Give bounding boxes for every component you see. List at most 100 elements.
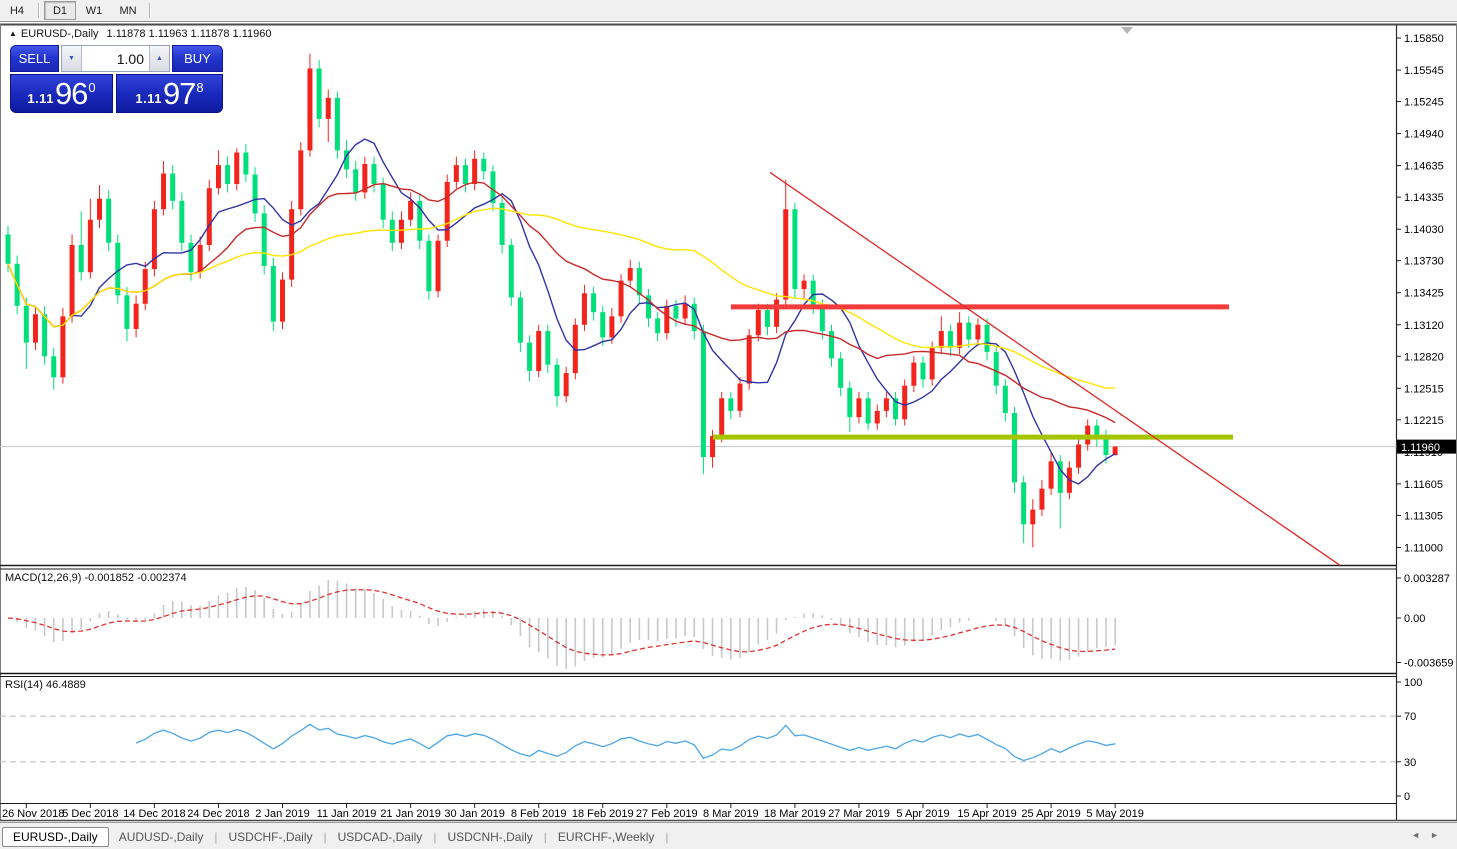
chevron-up-icon: ▲ (156, 55, 163, 62)
candles-layer (5, 53, 1118, 548)
svg-text:26 Nov 2018: 26 Nov 2018 (2, 808, 64, 820)
svg-text:21 Jan 2019: 21 Jan 2019 (380, 808, 441, 820)
svg-text:1.11000: 1.11000 (1404, 542, 1443, 554)
buy-button[interactable]: BUY (172, 45, 223, 72)
chart-tabs-bar: EURUSD-,Daily AUDUSD-,Daily | USDCHF-,Daily… (0, 822, 1457, 849)
svg-text:1.12215: 1.12215 (1404, 415, 1444, 427)
svg-text:1.11960: 1.11960 (1401, 442, 1440, 454)
tabbar-scroll-arrows: ◄► (1411, 830, 1449, 840)
ma-8-line (7, 138, 1116, 485)
trendline (769, 171, 1341, 566)
svg-text:27 Feb 2019: 27 Feb 2019 (636, 808, 698, 820)
svg-text:70: 70 (1404, 711, 1416, 723)
timeframe-button-w1[interactable]: W1 (85, 4, 103, 17)
timeframe-button-mn[interactable]: MN (119, 4, 137, 17)
buy-price-pipette: 8 (196, 80, 204, 95)
tab-separator: | (323, 829, 327, 844)
chart-title: ▲ EURUSD-,Daily 1.11878 1.11963 1.11878 1.… (9, 28, 272, 40)
sell-button[interactable]: SELL (10, 45, 59, 72)
svg-text:1.15245: 1.15245 (1404, 97, 1444, 109)
svg-text:30: 30 (1404, 757, 1416, 769)
buy-price-big-digits: 97 (162, 75, 196, 111)
chart-ohlc-values: 1.11878 1.11963 1.11878 1.11960 (106, 28, 272, 40)
ma-45-line (7, 207, 1116, 389)
svg-text:0.00: 0.00 (1404, 613, 1425, 625)
macd-pane: 0.003287 0.00 -0.003659 (7, 573, 1454, 670)
svg-text:24 Dec 2018: 24 Dec 2018 (187, 808, 249, 820)
timeframe-button-d1[interactable]: D1 (44, 1, 76, 20)
chart-tab-usdcnh[interactable]: USDCNH-,Daily (447, 829, 533, 844)
svg-text:1.14940: 1.14940 (1404, 129, 1444, 141)
svg-text:1.15545: 1.15545 (1404, 65, 1444, 77)
chart-tab-eurusd[interactable]: EURUSD-,Daily (2, 826, 109, 847)
svg-text:14 Dec 2018: 14 Dec 2018 (123, 808, 185, 820)
sell-price-big-digits: 96 (54, 75, 88, 111)
svg-text:1.15850: 1.15850 (1404, 33, 1444, 45)
buy-price-prefix: 1.11 (135, 90, 162, 106)
svg-text:0: 0 (1404, 791, 1410, 803)
svg-text:1.11305: 1.11305 (1404, 510, 1443, 522)
symbol-collapse-icon[interactable]: ▲ (9, 29, 17, 38)
chart-tab-usdcad[interactable]: USDCAD-,Daily (337, 829, 423, 844)
sell-price-pipette: 0 (88, 80, 96, 95)
rsi-line (135, 723, 1116, 762)
chevron-down-icon: ▼ (68, 55, 75, 62)
trade-panel-price-row: 1.11 96 0 1.11 97 8 (10, 74, 223, 113)
toolbar-separator (149, 3, 150, 18)
macd-signal-line (7, 589, 1116, 656)
svg-text:-0.003659: -0.003659 (1404, 658, 1454, 670)
chart-tab-eurchf[interactable]: EURCHF-,Weekly (557, 829, 655, 844)
chart-tabs: EURUSD-,Daily AUDUSD-,Daily | USDCHF-,Daily… (2, 826, 669, 847)
chart-frame (0, 22, 1457, 822)
price-axis: 1.15850 1.15545 1.15245 1.14940 1.14635 1.143… (1396, 33, 1456, 554)
timeframe-button-h4[interactable]: H4 (9, 4, 25, 17)
svg-text:5 May 2019: 5 May 2019 (1086, 808, 1143, 820)
svg-text:27 Mar 2019: 27 Mar 2019 (828, 808, 890, 820)
tab-separator: | (665, 829, 669, 844)
macd-indicator-label: MACD(12,26,9) -0.001852 -0.002374 (5, 572, 187, 584)
volume-increase-button[interactable]: ▲ (149, 46, 169, 71)
svg-text:1.14335: 1.14335 (1404, 192, 1444, 204)
rsi-pane: 100 70 30 0 (0, 677, 1422, 803)
svg-text:11 Jan 2019: 11 Jan 2019 (317, 808, 377, 820)
toolbar-separator (38, 3, 39, 18)
sell-price-prefix: 1.11 (27, 90, 54, 106)
one-click-trading-panel: SELL ▼ 1.00 ▲ BUY 1.11 96 0 1.11 97 8 (10, 45, 223, 113)
svg-text:1.11605: 1.11605 (1404, 479, 1443, 491)
chart-symbol-label: EURUSD-,Daily (20, 28, 99, 40)
svg-text:0.003287: 0.003287 (1404, 573, 1450, 585)
trade-panel-top-row: SELL ▼ 1.00 ▲ BUY (10, 45, 223, 72)
volume-decrease-button[interactable]: ▼ (62, 46, 82, 71)
svg-text:100: 100 (1404, 677, 1422, 689)
tab-separator: | (214, 829, 218, 844)
svg-text:5 Dec 2018: 5 Dec 2018 (62, 808, 118, 820)
scroll-left-arrow-icon[interactable]: ◄ (1411, 830, 1431, 840)
svg-text:8 Feb 2019: 8 Feb 2019 (511, 808, 567, 820)
svg-text:8 Mar 2019: 8 Mar 2019 (703, 808, 759, 820)
svg-text:25 Apr 2019: 25 Apr 2019 (1021, 808, 1080, 820)
svg-text:2 Jan 2019: 2 Jan 2019 (255, 808, 309, 820)
svg-text:1.13120: 1.13120 (1404, 320, 1444, 332)
svg-text:15 Apr 2019: 15 Apr 2019 (957, 808, 1016, 820)
moving-averages (7, 138, 1116, 485)
chart-shift-marker-icon (1121, 27, 1133, 34)
svg-text:18 Mar 2019: 18 Mar 2019 (764, 808, 826, 820)
volume-stepper: ▼ 1.00 ▲ (61, 45, 170, 72)
svg-text:5 Apr 2019: 5 Apr 2019 (896, 808, 949, 820)
volume-input[interactable]: 1.00 (116, 50, 144, 67)
sell-price-display[interactable]: 1.11 96 0 (10, 74, 113, 113)
svg-text:1.12820: 1.12820 (1404, 351, 1444, 363)
scroll-right-arrow-icon[interactable]: ► (1430, 830, 1449, 840)
svg-text:1.14030: 1.14030 (1404, 224, 1444, 236)
rsi-indicator-label: RSI(14) 46.4889 (5, 679, 86, 691)
svg-text:1.13730: 1.13730 (1404, 256, 1444, 268)
chart-tab-usdchf[interactable]: USDCHF-,Daily (228, 829, 313, 844)
tab-separator: | (433, 829, 437, 844)
svg-text:30 Jan 2019: 30 Jan 2019 (444, 808, 505, 820)
buy-price-display[interactable]: 1.11 97 8 (116, 74, 223, 113)
timeframe-toolbar: H4 D1 W1 MN (0, 0, 1457, 22)
chart-tab-audusd[interactable]: AUDUSD-,Daily (118, 829, 204, 844)
